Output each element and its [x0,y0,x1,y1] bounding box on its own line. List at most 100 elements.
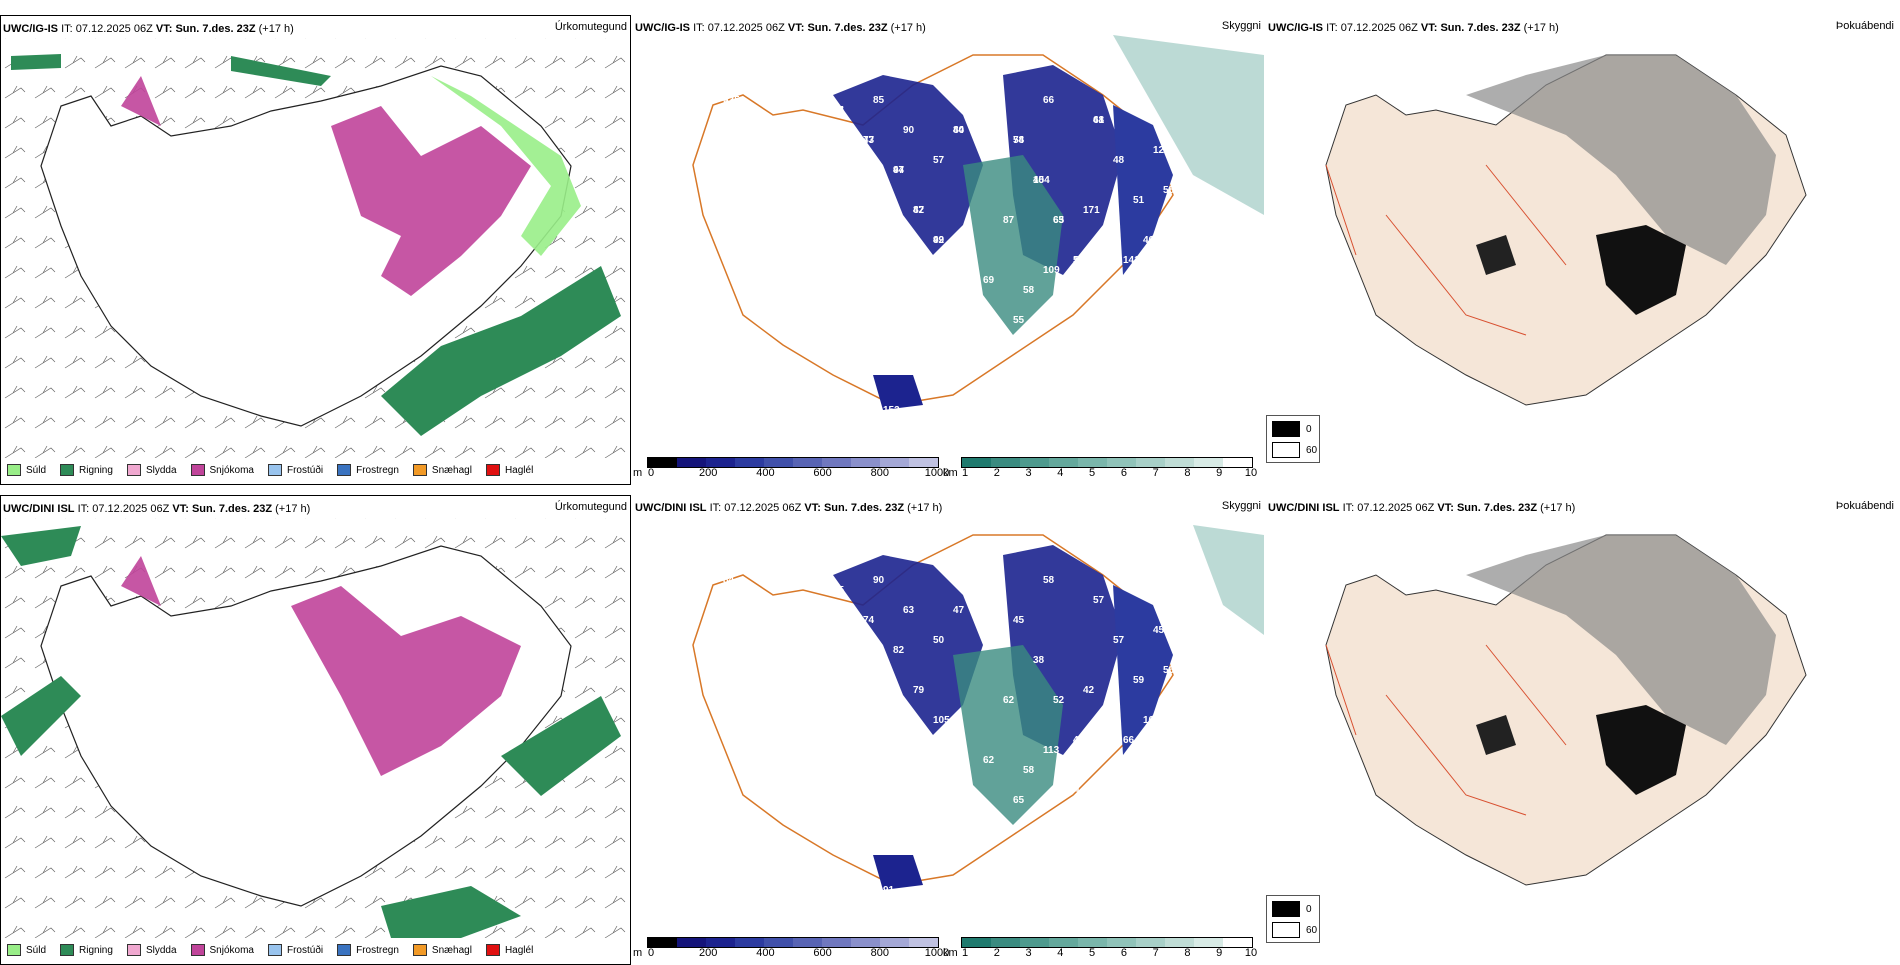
cloud-base-label: 45 [1013,615,1025,626]
colorbar-tick: 6 [1120,467,1127,479]
colorbar-cell [793,938,822,947]
colorbar-cell [1136,458,1165,467]
cloud-base-label: 13 [1073,255,1085,266]
cloud-base-label: 46 [1143,235,1155,246]
cloud-base-label: 61 [873,695,885,706]
cloud-base-label: 149 [793,595,810,606]
row1-header-info: UWC/IG-IS IT: 07.12.2025 06Z VT: Sun. 7.… [635,22,926,34]
panel-title: Skyggni [1221,500,1261,512]
cloud-base-label: 42 [1083,685,1095,696]
cloud-base-label: 51 [1133,195,1145,206]
colorbar-tick: 0 [647,947,655,959]
cloud-base-label: 79 [913,685,925,696]
cloud-base-label: 63 [813,265,825,276]
colorbar-cell [1020,938,1049,947]
cloud-base-label: 61 [743,175,755,186]
cloud-base-label: 52 [1053,695,1065,706]
colorbar-tick: 4 [1057,947,1064,959]
cloud-base-label: 91 [973,345,985,356]
colorbar-cell [764,458,793,467]
cloud-base-label: 57 [1113,635,1125,646]
colorbar-cell [880,938,909,947]
colorbar-tick: 3 [1025,467,1032,479]
colorbar-unit: m [633,947,643,959]
cloud-base-label: 58 [1163,185,1175,196]
colorbar-cell [1136,938,1165,947]
cloud-base-label: 96 [863,275,875,286]
cloud-base-label: 214 [1063,785,1080,796]
cloud-base-label: 38 [1033,655,1045,666]
cloud-base-label: 42 [783,245,795,256]
cloud-base-label: 141 [1123,255,1140,266]
cloud-base-label: 105 [933,715,950,726]
colorbar-cell [1049,458,1078,467]
colorbar-tick: 1 [961,467,969,479]
cloud-base-label: 52 [1103,775,1115,786]
colorbar-cell [909,938,938,947]
cloud-base-label: 65 [1053,215,1065,226]
precip-type-panel-row2: UWC/DINI ISL IT: 07.12.2025 06Z VT: Sun.… [0,495,631,965]
cloud-base-label: 46 [1073,735,1085,746]
cloud-base-label: 85 [873,95,885,106]
cloud-base-label: 63 [903,605,915,616]
cloud-base-label: 45 [1033,175,1045,186]
legend-item: Snæhagl [412,944,472,956]
colorbar-cell [822,458,851,467]
colorbar-tick: 2 [993,467,1000,479]
cloud-base-label: 46 [833,105,845,116]
panel-title: Skyggni [1221,20,1261,32]
cloud-base-label: 71 [893,255,905,266]
cloud-base-label: 65 [763,145,775,156]
row2-header-info: UWC/DINI ISL IT: 07.12.2025 06Z VT: Sun.… [635,502,943,514]
cloud-base-label: 62 [1003,695,1015,706]
cloud-base-label: 153 [883,405,900,416]
cloud-base-label: 75 [873,215,885,226]
cloud-base-label: 97 [923,765,935,776]
cloud-base-label: 55 [793,115,805,126]
cloud-base-label: 90 [873,575,885,586]
cloud-base-label: 54 [1013,135,1025,146]
cloud-base-label: 54 [743,655,755,666]
colorbar-tick: 1 [961,947,969,959]
row1-header-info: UWC/IG-IS IT: 07.12.2025 06Z VT: Sun. 7.… [1268,22,1559,34]
cloud-base-label: 171 [1083,205,1100,216]
colorbar-cell [851,458,880,467]
colorbar-tick: 0 [647,467,655,479]
cloud-base-label: 50 [933,635,945,646]
colorbar-cell [764,938,793,947]
cloud-base-label: 58 [1043,575,1055,586]
cloud-base-label: 328 [843,665,860,676]
cloud-base-label: 104 [1033,175,1050,186]
ceiling-colorbar: m 0 200 400 600 800 1000 [633,457,949,479]
colorbar-cell [1107,938,1136,947]
colorbar-tick: 5 [1089,947,1096,959]
cloud-base-label: 125 [723,95,740,106]
cloud-base-label: 66 [1043,95,1055,106]
cloud-base-label: 66 [1123,735,1135,746]
row2-header-info: UWC/DINI ISL IT: 07.12.2025 06Z VT: Sun.… [1268,502,1576,514]
cloud-base-label: 53 [983,575,995,586]
cloud-base-label: 47 [913,205,925,216]
cloud-base-label: 65 [833,585,845,596]
cloud-base-label: 44 [953,125,965,136]
colorbar-cell [962,938,991,947]
colorbar-cell [706,458,735,467]
colorbar-tick: 400 [756,947,775,959]
colorbar-cell [1078,938,1107,947]
colorbar-cell [677,938,706,947]
colorbar-cell [880,458,909,467]
legend-item: Frostúði [267,464,323,476]
colorbar-tick: 9 [1216,947,1223,959]
cloud-base-label: 65 [1013,795,1025,806]
cloud-base-label: 64 [733,125,745,136]
cloud-base-label: 96 [983,95,995,106]
cloud-base-label: 80 [833,215,845,226]
cloud-base-label: 55 [1013,315,1025,326]
fog-indicator-panel-row2: UWC/DINI ISL IT: 07.12.2025 06Z VT: Sun.… [1266,495,1897,965]
cloud-base-label: 128 [1153,145,1170,156]
cloud-base-label: 41 [1093,115,1105,126]
legend-item: Rigning [60,464,113,476]
cloud-base-label: 47 [893,165,905,176]
legend-item: Snæhagl [412,464,472,476]
legend-item: Súld [7,464,46,476]
